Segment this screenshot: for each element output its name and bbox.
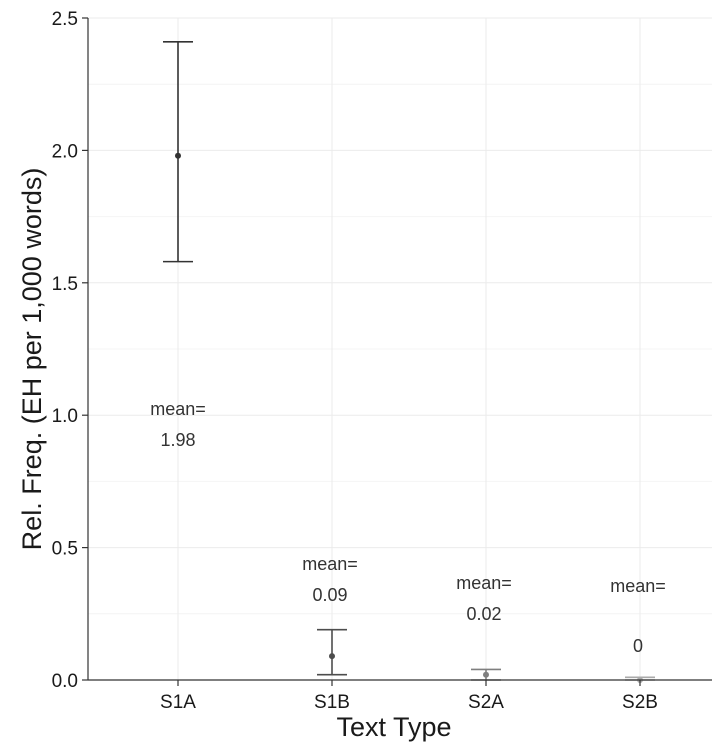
y-tick-label: 1.5: [52, 274, 78, 295]
mean-annotations: mean= 1.98 mean= 0.09 mean= 0.02 mean= 0: [150, 399, 666, 656]
mean-annotation-value: 0.09: [312, 585, 347, 605]
y-tick-label: 0.0: [52, 671, 78, 692]
mean-annotation-label: mean=: [302, 554, 358, 574]
y-tick-label: 2.0: [52, 141, 78, 162]
x-tick-label: S2B: [622, 692, 658, 713]
mean-annotation-label: mean=: [610, 576, 666, 596]
error-bars: [163, 41, 655, 683]
x-tick-label: S1A: [160, 692, 196, 713]
mean-annotation-value: 0.02: [466, 604, 501, 624]
x-tick-label: S1B: [314, 692, 350, 713]
x-axis-title: Text Type: [336, 712, 451, 742]
mean-annotation-label: mean=: [456, 573, 512, 593]
mean-point: [483, 671, 489, 678]
y-axis-title: Rel. Freq. (EH per 1,000 words): [17, 168, 47, 551]
mean-annotation-label: mean=: [150, 399, 206, 419]
y-tick-label: 1.0: [52, 406, 78, 427]
mean-annotation-value: 0: [633, 636, 643, 656]
x-tick-label: S2A: [468, 692, 504, 713]
mean-annotation-value: 1.98: [160, 430, 195, 450]
axes: 0.0 0.5 1.0 1.5 2.0 2.5 S1A S1B S2A S2B: [52, 9, 712, 713]
mean-point: [329, 653, 335, 660]
y-tick-label: 2.5: [52, 9, 78, 30]
y-tick-label: 0.5: [52, 539, 78, 560]
mean-point: [175, 152, 181, 159]
